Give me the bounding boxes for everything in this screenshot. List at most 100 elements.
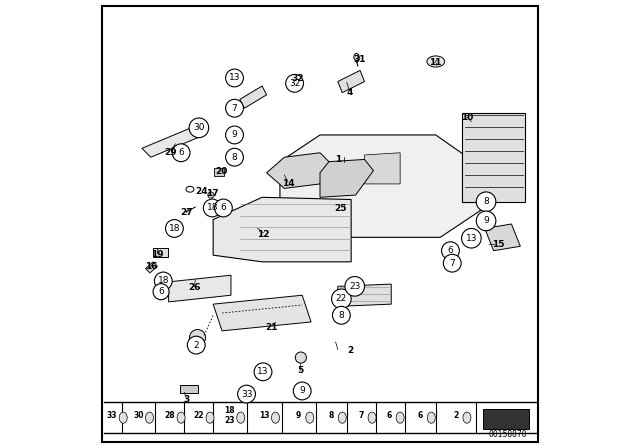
Text: 13: 13 (228, 73, 240, 82)
Text: 6: 6 (178, 148, 184, 157)
Bar (483, 409, 529, 429)
Text: 21: 21 (265, 323, 277, 332)
Text: 31: 31 (354, 55, 366, 64)
Circle shape (476, 211, 496, 231)
Circle shape (214, 199, 232, 217)
Text: 6: 6 (447, 246, 453, 255)
Text: 22: 22 (194, 411, 204, 420)
Polygon shape (484, 224, 520, 251)
Text: 20: 20 (215, 167, 227, 176)
Ellipse shape (306, 412, 314, 423)
Polygon shape (338, 70, 365, 93)
Ellipse shape (119, 412, 127, 423)
Text: 19: 19 (151, 250, 164, 259)
Circle shape (166, 220, 183, 237)
Ellipse shape (271, 412, 280, 423)
Text: 2: 2 (193, 340, 199, 349)
Text: 22: 22 (336, 294, 347, 303)
Circle shape (285, 74, 303, 92)
Text: 24: 24 (195, 187, 208, 196)
Text: 27: 27 (180, 208, 193, 217)
Bar (180, 385, 198, 393)
Text: 1: 1 (335, 155, 341, 164)
Circle shape (332, 289, 351, 309)
Ellipse shape (463, 412, 471, 423)
Text: 8: 8 (339, 311, 344, 320)
Polygon shape (142, 126, 204, 157)
Polygon shape (463, 113, 525, 202)
Text: 00158870: 00158870 (488, 430, 527, 439)
Ellipse shape (177, 412, 185, 423)
Ellipse shape (368, 412, 376, 423)
Text: 18: 18 (207, 203, 218, 212)
Circle shape (189, 330, 205, 345)
Text: 15: 15 (492, 240, 504, 249)
Text: 8: 8 (483, 197, 489, 206)
Text: 6: 6 (417, 411, 423, 420)
Text: 8: 8 (232, 153, 237, 162)
Text: 12: 12 (257, 230, 269, 239)
Text: 9: 9 (296, 411, 301, 420)
Polygon shape (338, 284, 391, 306)
Circle shape (332, 306, 350, 324)
Circle shape (461, 228, 481, 248)
Text: 2: 2 (453, 411, 458, 420)
Text: 13: 13 (259, 411, 269, 420)
Circle shape (226, 69, 243, 87)
Polygon shape (213, 197, 351, 262)
Text: 32: 32 (291, 74, 303, 83)
Ellipse shape (354, 53, 359, 60)
Circle shape (476, 192, 496, 211)
Circle shape (189, 118, 209, 138)
Polygon shape (320, 159, 373, 197)
Circle shape (254, 363, 272, 381)
Text: 6: 6 (158, 287, 164, 296)
Text: 6: 6 (387, 411, 392, 420)
Polygon shape (365, 153, 400, 184)
Polygon shape (168, 275, 231, 302)
Ellipse shape (145, 412, 154, 423)
Text: 9: 9 (483, 216, 489, 225)
Bar (153, 248, 168, 258)
Ellipse shape (237, 412, 244, 423)
Ellipse shape (206, 412, 214, 423)
Polygon shape (145, 262, 157, 273)
Text: 9: 9 (300, 387, 305, 396)
Polygon shape (213, 295, 311, 331)
Text: 18
23: 18 23 (224, 406, 235, 425)
Text: 33: 33 (107, 411, 117, 420)
Ellipse shape (208, 192, 214, 198)
FancyBboxPatch shape (102, 6, 538, 442)
Polygon shape (240, 86, 267, 108)
Text: 28: 28 (164, 411, 175, 420)
Text: 33: 33 (241, 390, 252, 399)
Circle shape (345, 276, 365, 296)
Circle shape (172, 144, 190, 162)
Circle shape (226, 99, 243, 117)
Ellipse shape (427, 56, 445, 67)
Text: 3: 3 (183, 396, 189, 405)
Bar (214, 168, 224, 176)
Text: 7: 7 (232, 104, 237, 113)
Ellipse shape (428, 412, 435, 423)
Text: 7: 7 (358, 411, 364, 420)
Text: 23: 23 (349, 282, 360, 291)
Circle shape (226, 126, 243, 144)
Ellipse shape (295, 352, 307, 363)
Text: 13: 13 (257, 367, 269, 376)
Text: 13: 13 (466, 234, 477, 243)
Circle shape (153, 284, 169, 300)
Circle shape (154, 272, 172, 290)
Text: 30: 30 (133, 411, 143, 420)
Ellipse shape (396, 412, 404, 423)
Circle shape (226, 148, 243, 166)
Text: 4: 4 (346, 88, 353, 97)
Text: 6: 6 (221, 203, 227, 212)
Text: 11: 11 (429, 58, 442, 67)
Text: 8: 8 (328, 411, 334, 420)
Circle shape (442, 242, 460, 260)
Circle shape (188, 336, 205, 354)
Text: 16: 16 (145, 262, 158, 271)
Ellipse shape (339, 412, 346, 423)
Text: 26: 26 (188, 283, 201, 292)
